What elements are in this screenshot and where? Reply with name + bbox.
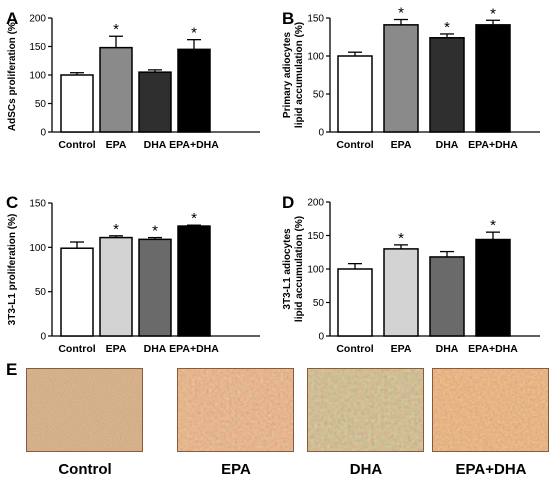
y-axis-label-d-line-1: lipid accumulation (%) xyxy=(294,216,305,322)
bar-c-0 xyxy=(60,247,94,337)
y-tick-label-d-3: 150 xyxy=(307,231,324,242)
x-tick-label-d-1: EPA xyxy=(391,343,412,355)
bar-c-3 xyxy=(177,225,211,337)
x-tick-label-c-1: EPA xyxy=(106,343,127,355)
y-axis-label-c: 3T3-L1 proliferation (%) xyxy=(7,214,18,326)
panel-letter-a: A xyxy=(6,9,18,28)
x-tick-label-a-1: EPA xyxy=(106,139,127,151)
x-tick-label-d-3: EPA+DHA xyxy=(468,343,518,355)
bar-d-0 xyxy=(337,268,373,337)
y-tick-label-a-1: 50 xyxy=(35,99,47,110)
y-tick-label-a-2: 100 xyxy=(29,71,46,82)
y-tick-label-b-1: 50 xyxy=(313,90,325,101)
y-axis-label-d-line-0: 3T3-L1 adiocytes xyxy=(282,228,293,310)
significance-star-d-3: * xyxy=(490,217,496,234)
x-tick-label-a-2: DHA xyxy=(144,139,167,151)
bar-b-1 xyxy=(383,24,419,133)
micrograph-label-epa: EPA xyxy=(221,461,251,478)
y-tick-label-c-3: 150 xyxy=(29,199,46,210)
y-tick-label-b-3: 150 xyxy=(307,14,324,25)
micrograph-label-control: Control xyxy=(58,461,112,478)
significance-star-c-1: * xyxy=(113,221,119,238)
y-tick-label-a-3: 150 xyxy=(29,42,46,53)
y-axis-label-b-line-0: Primary adiocytes xyxy=(282,31,293,118)
significance-star-c-3: * xyxy=(191,210,197,227)
significance-star-d-1: * xyxy=(398,230,404,247)
x-tick-label-c-2: DHA xyxy=(144,343,167,355)
significance-star-b-3: * xyxy=(490,5,496,22)
x-tick-label-b-1: EPA xyxy=(391,139,412,151)
y-tick-label-c-2: 100 xyxy=(29,243,46,254)
bar-d-1 xyxy=(383,248,419,337)
bar-b-3 xyxy=(475,24,511,133)
y-tick-label-b-2: 100 xyxy=(307,52,324,63)
y-tick-label-d-4: 200 xyxy=(307,198,324,209)
y-tick-label-d-0: 0 xyxy=(318,332,324,343)
x-tick-label-b-3: EPA+DHA xyxy=(468,139,518,151)
significance-star-b-2: * xyxy=(444,19,450,36)
y-tick-label-d-1: 50 xyxy=(313,298,325,309)
panel-letter-e: E xyxy=(6,360,18,379)
y-axis-label-a: AdSCs proliferation (%) xyxy=(7,19,18,131)
y-tick-label-a-0: 0 xyxy=(40,128,46,139)
micrograph-label-dha: DHA xyxy=(349,461,383,478)
significance-star-a-3: * xyxy=(191,25,197,42)
significance-star-c-2: * xyxy=(152,223,158,240)
micrograph-dha xyxy=(307,368,424,452)
panel-letter-c: C xyxy=(6,193,18,212)
y-tick-label-c-0: 0 xyxy=(40,332,46,343)
x-tick-label-b-0: Control xyxy=(336,139,373,151)
y-axis-label-b-line-1: lipid accumulation (%) xyxy=(294,22,305,128)
x-tick-label-c-3: EPA+DHA xyxy=(169,343,219,355)
x-tick-label-a-3: EPA+DHA xyxy=(169,139,219,151)
panel-letter-b: B xyxy=(282,9,294,28)
bar-a-2 xyxy=(138,71,172,133)
y-tick-label-d-2: 100 xyxy=(307,265,324,276)
micrograph-control xyxy=(26,368,143,452)
bar-a-1 xyxy=(99,46,133,133)
significance-star-b-1: * xyxy=(398,5,404,22)
x-tick-label-b-2: DHA xyxy=(436,139,459,151)
y-tick-label-c-1: 50 xyxy=(35,287,47,298)
bar-c-1 xyxy=(99,236,133,337)
x-tick-label-d-0: Control xyxy=(336,343,373,355)
panel-letter-d: D xyxy=(282,193,294,212)
x-tick-label-a-0: Control xyxy=(58,139,95,151)
bar-a-0 xyxy=(60,74,94,133)
micrograph-epa xyxy=(177,368,294,452)
bar-c-2 xyxy=(138,238,172,337)
x-tick-label-d-2: DHA xyxy=(436,343,459,355)
bar-d-2 xyxy=(429,256,465,337)
y-tick-label-b-0: 0 xyxy=(318,128,324,139)
bar-a-3 xyxy=(177,48,211,133)
x-tick-label-c-0: Control xyxy=(58,343,95,355)
significance-star-a-1: * xyxy=(113,21,119,38)
bar-b-2 xyxy=(429,37,465,133)
bar-b-0 xyxy=(337,55,373,133)
bar-d-3 xyxy=(475,238,511,337)
y-tick-label-a-4: 200 xyxy=(29,14,46,25)
micrograph-label-epa-dha: EPA+DHA xyxy=(455,461,527,478)
micrograph-epa-dha xyxy=(432,368,549,452)
